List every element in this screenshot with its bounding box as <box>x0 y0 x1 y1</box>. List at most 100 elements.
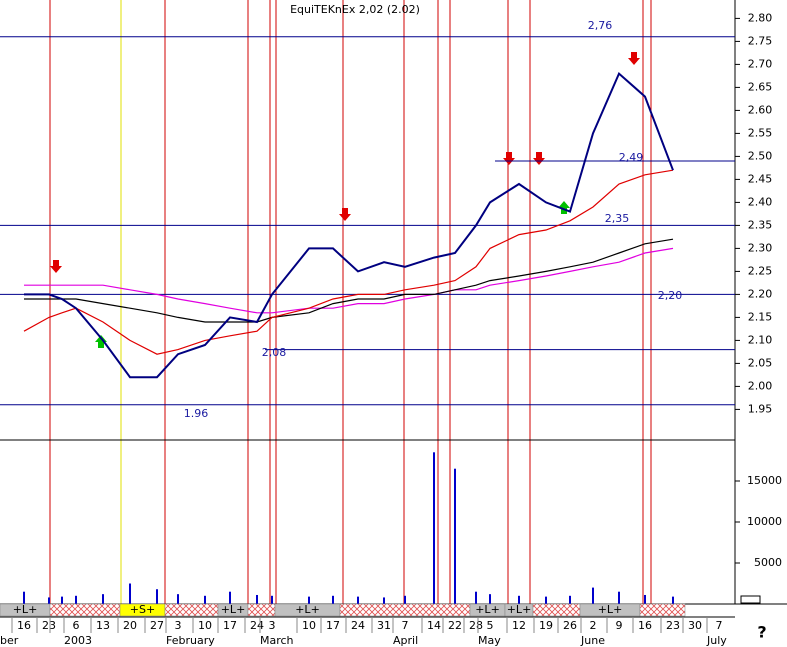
volume-bar <box>61 596 63 604</box>
x-tick-label: 28 <box>469 619 483 632</box>
y-tick-label: 2.45 <box>748 172 773 185</box>
volume-bar <box>569 595 571 604</box>
series-line <box>24 71 674 379</box>
signal-label: +L+ <box>507 603 532 616</box>
volume-bar <box>75 595 77 604</box>
y-tick-label: 2.70 <box>748 57 773 70</box>
x-tick-label: 3 <box>269 619 276 632</box>
volume-bar <box>129 583 131 604</box>
y-tick-label: 2.30 <box>748 241 773 254</box>
volume-bar <box>102 594 104 604</box>
series-line <box>24 238 674 323</box>
x-group-label: June <box>580 634 605 647</box>
x-tick-label: 14 <box>427 619 441 632</box>
level-label: 2,08 <box>262 346 287 359</box>
volume-bar <box>404 595 406 604</box>
signal-segment <box>339 603 471 617</box>
x-group-label: March <box>260 634 294 647</box>
x-tick-label: 7 <box>716 619 723 632</box>
volume-tick-label: 10000 <box>747 515 782 528</box>
volume-bar <box>433 452 435 604</box>
x-group-label: February <box>166 634 215 647</box>
volume-bar <box>475 591 477 604</box>
x-group-label: 2003 <box>64 634 92 647</box>
level-label: 2,35 <box>605 212 630 225</box>
x-tick-label: 2 <box>590 619 597 632</box>
level-label: 2,76 <box>588 19 613 32</box>
x-tick-label: 24 <box>351 619 365 632</box>
signal-segment <box>247 603 276 617</box>
x-tick-label: 12 <box>512 619 526 632</box>
y-tick-label: 2.00 <box>748 379 773 392</box>
volume-bar <box>545 596 547 604</box>
y-tick-label: 2.05 <box>748 356 773 369</box>
y-tick-label: 2.50 <box>748 149 773 162</box>
y-tick-label: 2.80 <box>748 11 773 24</box>
level-label: 2,49 <box>619 151 644 164</box>
scroll-box[interactable] <box>740 595 761 604</box>
volume-bar <box>48 597 50 604</box>
volume-bar <box>592 587 594 604</box>
signal-segment <box>639 603 686 617</box>
volume-bar <box>357 596 359 604</box>
x-tick-label: 26 <box>563 619 577 632</box>
volume-bar <box>177 594 179 604</box>
volume-bar <box>271 595 273 604</box>
volume-bar <box>672 596 674 604</box>
volume-bar <box>229 591 231 604</box>
x-group-label: May <box>478 634 501 647</box>
help-button[interactable]: ? <box>757 623 766 642</box>
x-tick-label: 7 <box>402 619 409 632</box>
x-tick-label: 23 <box>666 619 680 632</box>
x-tick-label: 6 <box>73 619 80 632</box>
volume-bar <box>518 595 520 604</box>
volume-bar <box>618 591 620 604</box>
volume-bar <box>156 589 158 604</box>
volume-bar <box>23 591 25 604</box>
x-tick-label: 13 <box>96 619 110 632</box>
signal-segment <box>532 603 581 617</box>
x-tick-label: 24 <box>250 619 264 632</box>
volume-bar <box>256 594 258 604</box>
volume-tick-label: 15000 <box>747 474 782 487</box>
y-tick-label: 2.65 <box>748 80 773 93</box>
x-tick-label: 20 <box>123 619 137 632</box>
signal-label: +L+ <box>295 603 320 616</box>
y-tick-label: 2.75 <box>748 34 773 47</box>
series-line <box>24 247 674 314</box>
signal-label: +L+ <box>13 603 38 616</box>
volume-bar <box>489 594 491 604</box>
signal-segment <box>164 603 219 617</box>
volume-bar <box>204 595 206 604</box>
y-tick-label: 2.35 <box>748 218 773 231</box>
x-tick-label: 19 <box>539 619 553 632</box>
x-group-label: July <box>706 634 727 647</box>
signal-label: +L+ <box>475 603 500 616</box>
x-group-label: April <box>393 634 418 647</box>
volume-bar <box>644 594 646 604</box>
y-tick-label: 2.20 <box>748 287 773 300</box>
level-label: 2,20 <box>658 289 683 302</box>
volume-bar <box>383 597 385 604</box>
y-tick-label: 2.10 <box>748 333 773 346</box>
level-label: 1.96 <box>184 407 209 420</box>
series-line <box>23 169 674 355</box>
x-tick-label: 9 <box>616 619 623 632</box>
x-tick-label: 3 <box>175 619 182 632</box>
volume-bar <box>308 596 310 604</box>
x-tick-label: 17 <box>326 619 340 632</box>
signal-segment <box>49 603 121 617</box>
signal-label: +L+ <box>598 603 623 616</box>
x-tick-label: 31 <box>377 619 391 632</box>
x-tick-label: 27 <box>150 619 164 632</box>
y-tick-label: 2.55 <box>748 126 773 139</box>
signal-label: +L+ <box>221 603 246 616</box>
x-tick-label: 17 <box>223 619 237 632</box>
x-tick-label: 16 <box>17 619 31 632</box>
chart-title: EquiTEKnEx 2,02 (2.02) <box>290 3 420 16</box>
y-tick-label: 2.40 <box>748 195 773 208</box>
y-tick-label: 2.60 <box>748 103 773 116</box>
x-group-label: ber <box>0 634 19 647</box>
